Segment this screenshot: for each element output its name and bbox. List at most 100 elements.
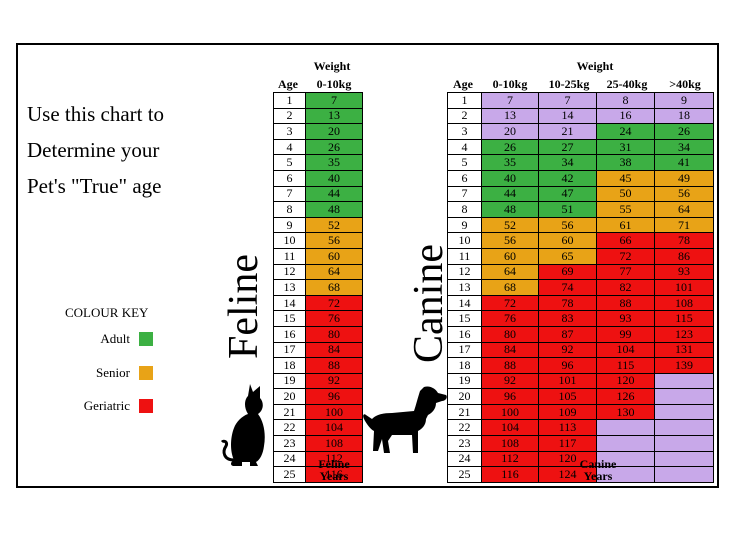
value-cell: 48: [305, 201, 363, 218]
age-cell: 20: [273, 388, 306, 405]
table-row: 9 52: [273, 216, 363, 234]
value-cell: 109: [538, 403, 597, 421]
table-row: 20 96 105 126: [447, 388, 714, 405]
age-cell: 5: [273, 154, 306, 171]
age-cell: 11: [273, 247, 306, 265]
value-cell: 50: [596, 185, 655, 203]
value-cell: 68: [305, 279, 363, 296]
age-cell: 15: [447, 310, 482, 327]
table-row: 2 13: [273, 107, 363, 125]
footer-line: Years: [583, 469, 613, 483]
intro-line: Use this chart to: [27, 102, 165, 126]
age-cell: 18: [447, 357, 482, 374]
table-row: 13 68: [273, 279, 363, 296]
value-cell: 56: [654, 185, 714, 203]
value-cell: 117: [538, 435, 597, 452]
value-cell: 116: [481, 466, 539, 483]
age-cell: 1: [273, 92, 306, 109]
footer-line: Years: [319, 469, 349, 483]
value-cell: 80: [305, 325, 363, 343]
value-cell: 126: [596, 388, 655, 405]
age-cell: 25: [447, 466, 482, 483]
value-cell: 113: [538, 419, 597, 437]
value-cell: 93: [596, 310, 655, 327]
value-cell: 27: [538, 138, 597, 156]
value-cell: 26: [305, 138, 363, 156]
table-row: 16 80 87 99 123: [447, 325, 714, 343]
table-row: 19 92 101 120: [447, 372, 714, 390]
table-row: 7 44: [273, 185, 363, 203]
key-senior: Senior: [60, 365, 153, 381]
value-cell: 7: [481, 92, 539, 109]
value-cell: 40: [305, 169, 363, 187]
age-cell: 16: [273, 325, 306, 343]
value-cell: 20: [481, 123, 539, 140]
age-cell: 3: [273, 123, 306, 140]
age-cell: 25: [273, 466, 306, 483]
value-cell: 105: [538, 388, 597, 405]
table-row: 6 40 42 45 49: [447, 169, 714, 187]
feline-weight-title: Weight: [313, 59, 351, 73]
key-label: Adult: [100, 331, 130, 346]
table-row: 15 76 83 93 115: [447, 310, 714, 327]
table-row: 25 116 124: [447, 466, 714, 483]
canine-weight-title: Weight: [576, 59, 614, 73]
value-cell: 45: [596, 169, 655, 187]
value-cell: 44: [305, 185, 363, 203]
value-cell: 34: [654, 138, 714, 156]
age-cell: 14: [447, 294, 482, 312]
value-cell: 96: [305, 388, 363, 405]
value-cell: [654, 435, 714, 452]
age-cell: 23: [447, 435, 482, 452]
age-cell: 8: [273, 201, 306, 218]
value-cell: 64: [305, 263, 363, 281]
value-cell: 92: [538, 341, 597, 359]
value-cell: 47: [538, 185, 597, 203]
feline-label: Feline: [221, 254, 267, 359]
canine-footer: Canine Years: [560, 458, 636, 482]
table-row: 4 26 27 31 34: [447, 138, 714, 156]
age-cell: 24: [447, 450, 482, 468]
value-cell: 20: [305, 123, 363, 140]
value-cell: 64: [654, 201, 714, 218]
value-cell: 88: [305, 357, 363, 374]
feline-col-header: 0-10kg: [316, 77, 352, 91]
table-row: 17 84 92 104 131: [447, 341, 714, 359]
age-cell: 13: [447, 279, 482, 296]
value-cell: 69: [538, 263, 597, 281]
value-cell: [654, 450, 714, 468]
table-row: 6 40: [273, 169, 363, 187]
value-cell: 60: [538, 232, 597, 249]
value-cell: [596, 419, 655, 437]
value-cell: 24: [596, 123, 655, 140]
age-cell: 2: [273, 107, 306, 125]
value-cell: 35: [305, 154, 363, 171]
value-cell: 104: [305, 419, 363, 437]
key-geriatric: Geriatric: [60, 398, 153, 414]
table-row: 9 52 56 61 71: [447, 216, 714, 234]
table-row: 17 84: [273, 341, 363, 359]
table-row: 20 96: [273, 388, 363, 405]
value-cell: 8: [596, 92, 655, 109]
value-cell: 68: [481, 279, 539, 296]
value-cell: 49: [654, 169, 714, 187]
value-cell: 74: [538, 279, 597, 296]
table-row: 24 112 120: [447, 450, 714, 468]
table-row: 5 35: [273, 154, 363, 171]
value-cell: 72: [305, 294, 363, 312]
table-row: 14 72 78 88 108: [447, 294, 714, 312]
canine-col-header: >40kg: [669, 77, 701, 91]
canine-col-header: 10-25kg: [548, 77, 590, 91]
value-cell: 124: [538, 466, 597, 483]
colour-key-title: COLOUR KEY: [65, 305, 149, 320]
value-cell: 86: [654, 247, 714, 265]
value-cell: 66: [596, 232, 655, 249]
value-cell: 108: [305, 435, 363, 452]
value-cell: 76: [305, 310, 363, 327]
age-cell: 21: [273, 403, 306, 421]
table-row: 11 60 65 72 86: [447, 247, 714, 265]
table-row: 21 100 109 130: [447, 403, 714, 421]
table-row: 16 80: [273, 325, 363, 343]
table-row: 21 100: [273, 403, 363, 421]
